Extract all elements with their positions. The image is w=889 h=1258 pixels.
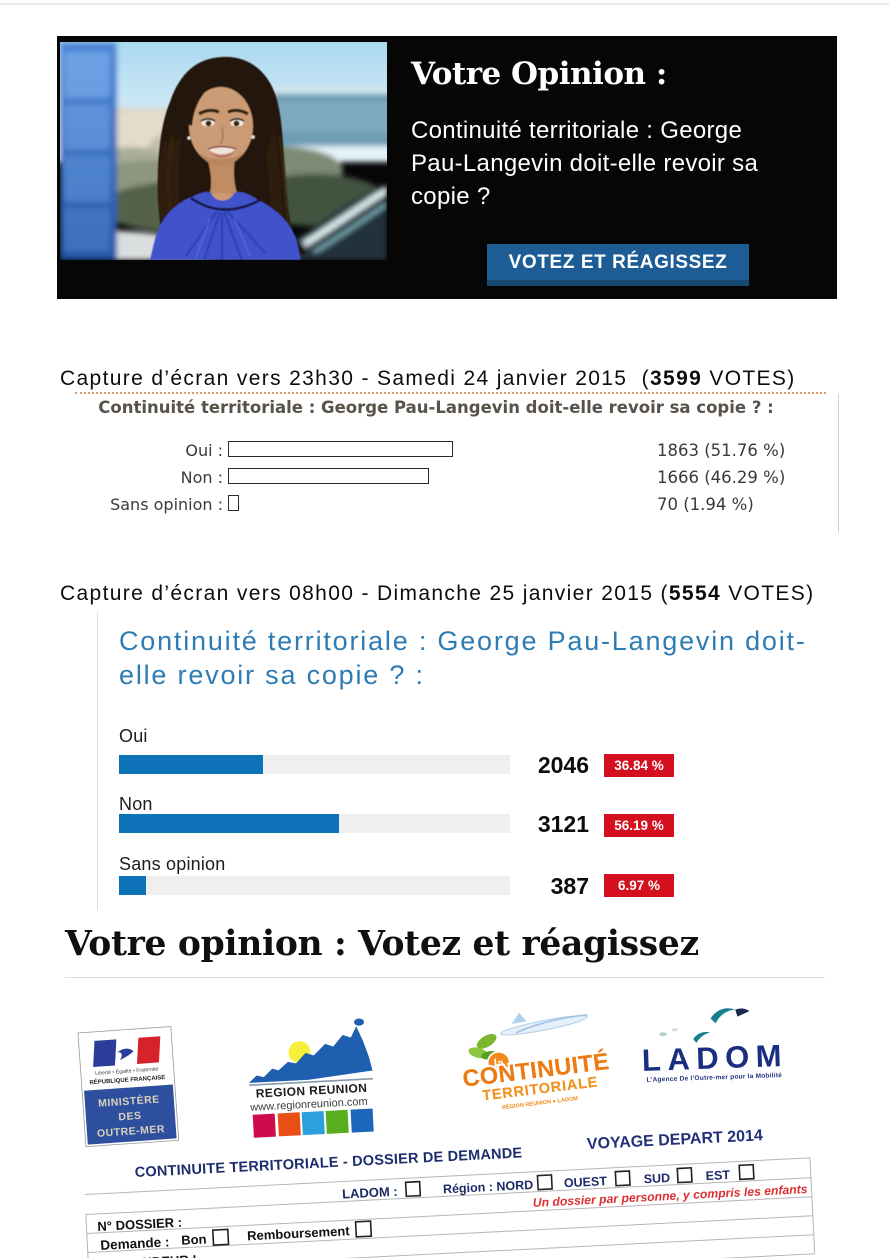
poll1-title: Continuité territoriale : George Pau-Lan… — [98, 398, 774, 417]
capture1-prefix: Capture d’écran vers 23h30 - Samedi 24 j… — [60, 367, 651, 390]
form-est-label: EST — [705, 1168, 730, 1183]
ladom-name: LADOM — [641, 1038, 788, 1078]
poll2-bar-sans-opinion — [119, 876, 510, 895]
anchor-photo — [60, 42, 387, 260]
form-ladom-checkbox[interactable] — [404, 1180, 422, 1198]
poll1-bar-oui — [228, 441, 453, 457]
logo-continuite-territoriale: la CONTINUITÉ CONTINUITÉ TERRITORIALE TE… — [459, 1012, 613, 1111]
poll1-bar-non — [228, 468, 429, 484]
poll2-label-non: Non — [119, 794, 153, 814]
banner-question: Continuité territoriale : George Pau-Lan… — [411, 117, 759, 210]
ministere-line2: DES — [118, 1110, 142, 1124]
poll1-value-sans-opinion: 70 (1.94 %) — [657, 495, 754, 514]
form-bon-checkbox[interactable] — [211, 1228, 230, 1246]
poll2-value-oui: 2046 — [537, 752, 589, 778]
poll1-value-oui: 1863 (51.76 %) — [657, 441, 786, 460]
poll2-badge-oui: 36.84 % — [604, 754, 674, 777]
poll2-value-non: 3121 — [537, 811, 589, 837]
dotted-separator — [75, 392, 826, 394]
form-bon-label: Bon — [181, 1231, 207, 1247]
poll2-badge-sans-opinion: 6.97 % — [604, 874, 674, 897]
form-ladom-label: LADOM : — [342, 1184, 398, 1202]
capture1-caption: Capture d’écran vers 23h30 - Samedi 24 j… — [60, 367, 796, 391]
form-sud-label: SUD — [643, 1171, 670, 1186]
dossier-form: CONTINUITE TERRITORIALE - DOSSIER DE DEM… — [84, 1127, 816, 1258]
heading-divider — [65, 977, 825, 978]
vote-button[interactable]: VOTEZ ET RÉAGISSEZ — [487, 244, 749, 286]
poll1-label-non: Non : — [180, 468, 223, 487]
logo-ministere-outre-mer: Liberté • Égalité • Fraternité RÉPUBLIQU… — [77, 1026, 180, 1148]
poll1-label-oui: Oui : — [185, 441, 223, 460]
form-demande-label: Demande : — [100, 1234, 170, 1252]
poll2-label-sans-opinion: Sans opinion — [119, 854, 226, 874]
ministere-line3: OUTRE-MER — [97, 1123, 166, 1140]
region-reunion-squares — [252, 1108, 374, 1138]
dossier-form-scan: Liberté • Égalité • Fraternité RÉPUBLIQU… — [57, 1005, 889, 1258]
form-ouest-checkbox[interactable] — [614, 1170, 631, 1187]
poll1-label-sans-opinion: Sans opinion : — [110, 495, 223, 514]
region-reunion-name: REGION REUNION — [255, 1081, 367, 1101]
form-nord-checkbox[interactable] — [536, 1174, 553, 1191]
continuite-la: la — [493, 1056, 504, 1071]
banner-title: Votre Opinion : — [411, 56, 667, 92]
form-sud-checkbox[interactable] — [676, 1167, 693, 1184]
poll2-title: Continuité territoriale : George Pau-Lan… — [119, 626, 807, 690]
poll-screenshot-2: Continuité territoriale : George Pau-Lan… — [97, 612, 839, 910]
form-est-checkbox[interactable] — [738, 1163, 755, 1181]
capture2-votes: 5554 — [668, 582, 722, 605]
logo-ladom: LADOM L’Agence De l’Outre-mer pour la Mo… — [641, 1008, 789, 1084]
poll2-value-sans-opinion: 387 — [550, 873, 589, 899]
poll2-bar-oui — [119, 755, 510, 774]
form-region-label: Région : NORD — [443, 1178, 534, 1197]
page-heading: Votre opinion : Votez et réagissez — [65, 924, 699, 964]
ladom-tagline: L’Agence De l’Outre-mer pour la Mobilité — [647, 1072, 783, 1084]
form-remboursement-label: Remboursement — [247, 1223, 351, 1243]
form-demandeur-label: DEMANDEUR ! — [104, 1252, 197, 1258]
form-ouest-label: OUEST — [564, 1174, 608, 1190]
vote-banner[interactable]: Votre Opinion : Continuité territoriale … — [57, 36, 837, 299]
poll2-bar-non — [119, 814, 510, 833]
capture2-prefix: Capture d’écran vers 08h00 - Dimanche 25… — [60, 582, 669, 605]
poll1-value-non: 1666 (46.29 %) — [657, 468, 786, 487]
form-voyage: VOYAGE DEPART 2014 — [587, 1127, 764, 1153]
capture2-suffix: VOTES) — [721, 582, 815, 605]
poll2-badge-non: 56.19 % — [604, 814, 674, 837]
ministere-motto: Liberté • Égalité • Fraternité — [95, 1065, 159, 1076]
logo-region-reunion: REGION REUNION www.regionreunion.com — [249, 1018, 374, 1138]
poll2-label-oui: Oui — [119, 726, 148, 746]
capture1-votes: 3599 — [650, 367, 703, 390]
top-divider — [0, 3, 889, 5]
form-dossier-label: N° DOSSIER : — [97, 1215, 182, 1234]
poll1-bar-sans-opinion — [228, 495, 239, 511]
capture2-caption: Capture d’écran vers 08h00 - Dimanche 25… — [60, 582, 814, 606]
ministere-line1: MINISTÈRE — [98, 1092, 160, 1109]
form-remboursement-checkbox[interactable] — [354, 1220, 373, 1238]
poll-screenshot-1: Continuité territoriale : George Pau-Lan… — [75, 394, 839, 532]
capture1-suffix: VOTES) — [702, 367, 796, 390]
